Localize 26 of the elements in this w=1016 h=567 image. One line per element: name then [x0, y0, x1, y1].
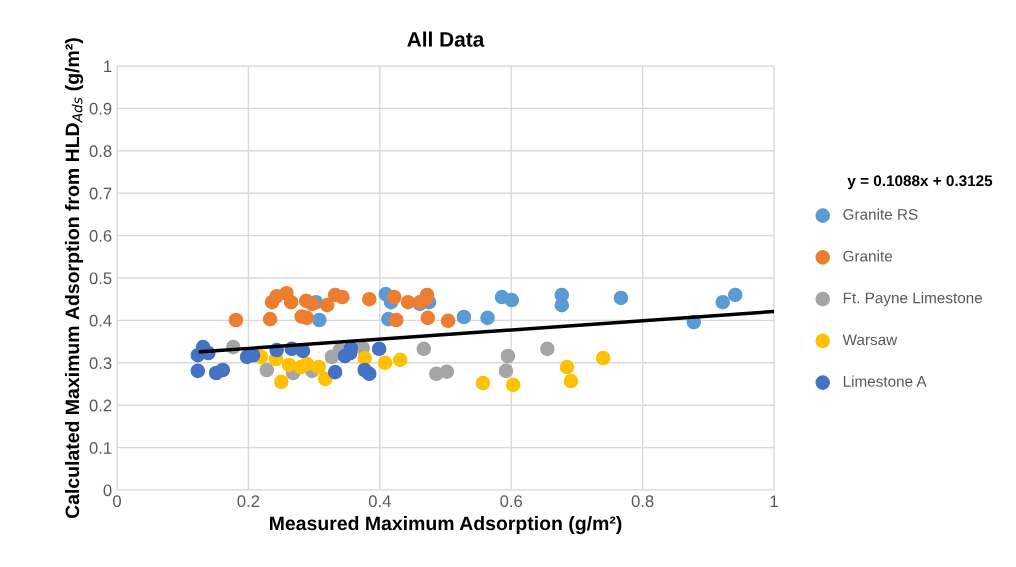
legend-label: Granite RS [843, 208, 918, 220]
chart-title: All Data [407, 31, 485, 47]
x-tick-label: 0.6 [500, 495, 523, 508]
legend-label: Warsaw [842, 334, 898, 346]
y-tick-label: 0.6 [89, 230, 112, 242]
x-tick-label: 0.4 [368, 495, 391, 508]
y-axis-title: Calculated Maximum Adsorption from HLD$_{Ads}$ (g/m²) [64, 38, 84, 519]
legend-label: Ft. Payne Limestone [843, 292, 983, 307]
x-tick-label: 0.8 [631, 495, 654, 508]
y-tick-label: 0.2 [89, 399, 112, 412]
y-tick-label: 0.9 [89, 102, 112, 115]
y-tick-label: 0.5 [89, 272, 112, 285]
y-tick-label: 1 [104, 60, 112, 73]
y-tick-label: 0.1 [89, 442, 112, 454]
y-tick-label: 0.7 [89, 187, 112, 200]
legend-label: Granite [843, 250, 893, 262]
y-tick-label: 0.8 [89, 145, 112, 157]
x-tick-label: 0.2 [237, 495, 260, 508]
y-tick-label: 0.4 [89, 314, 112, 327]
y-tick-label: 0.3 [89, 357, 112, 369]
legend-label: Limestone A [843, 375, 927, 387]
x-tick-label: 0 [113, 495, 121, 508]
text: y = 0.1088x + 0.3125 [847, 175, 993, 190]
y-tick-label: 0 [103, 484, 112, 497]
x-axis-title: Measured Maximum Adsorption (g/m²) [270, 515, 622, 535]
x-tick-label: 1 [770, 495, 778, 507]
